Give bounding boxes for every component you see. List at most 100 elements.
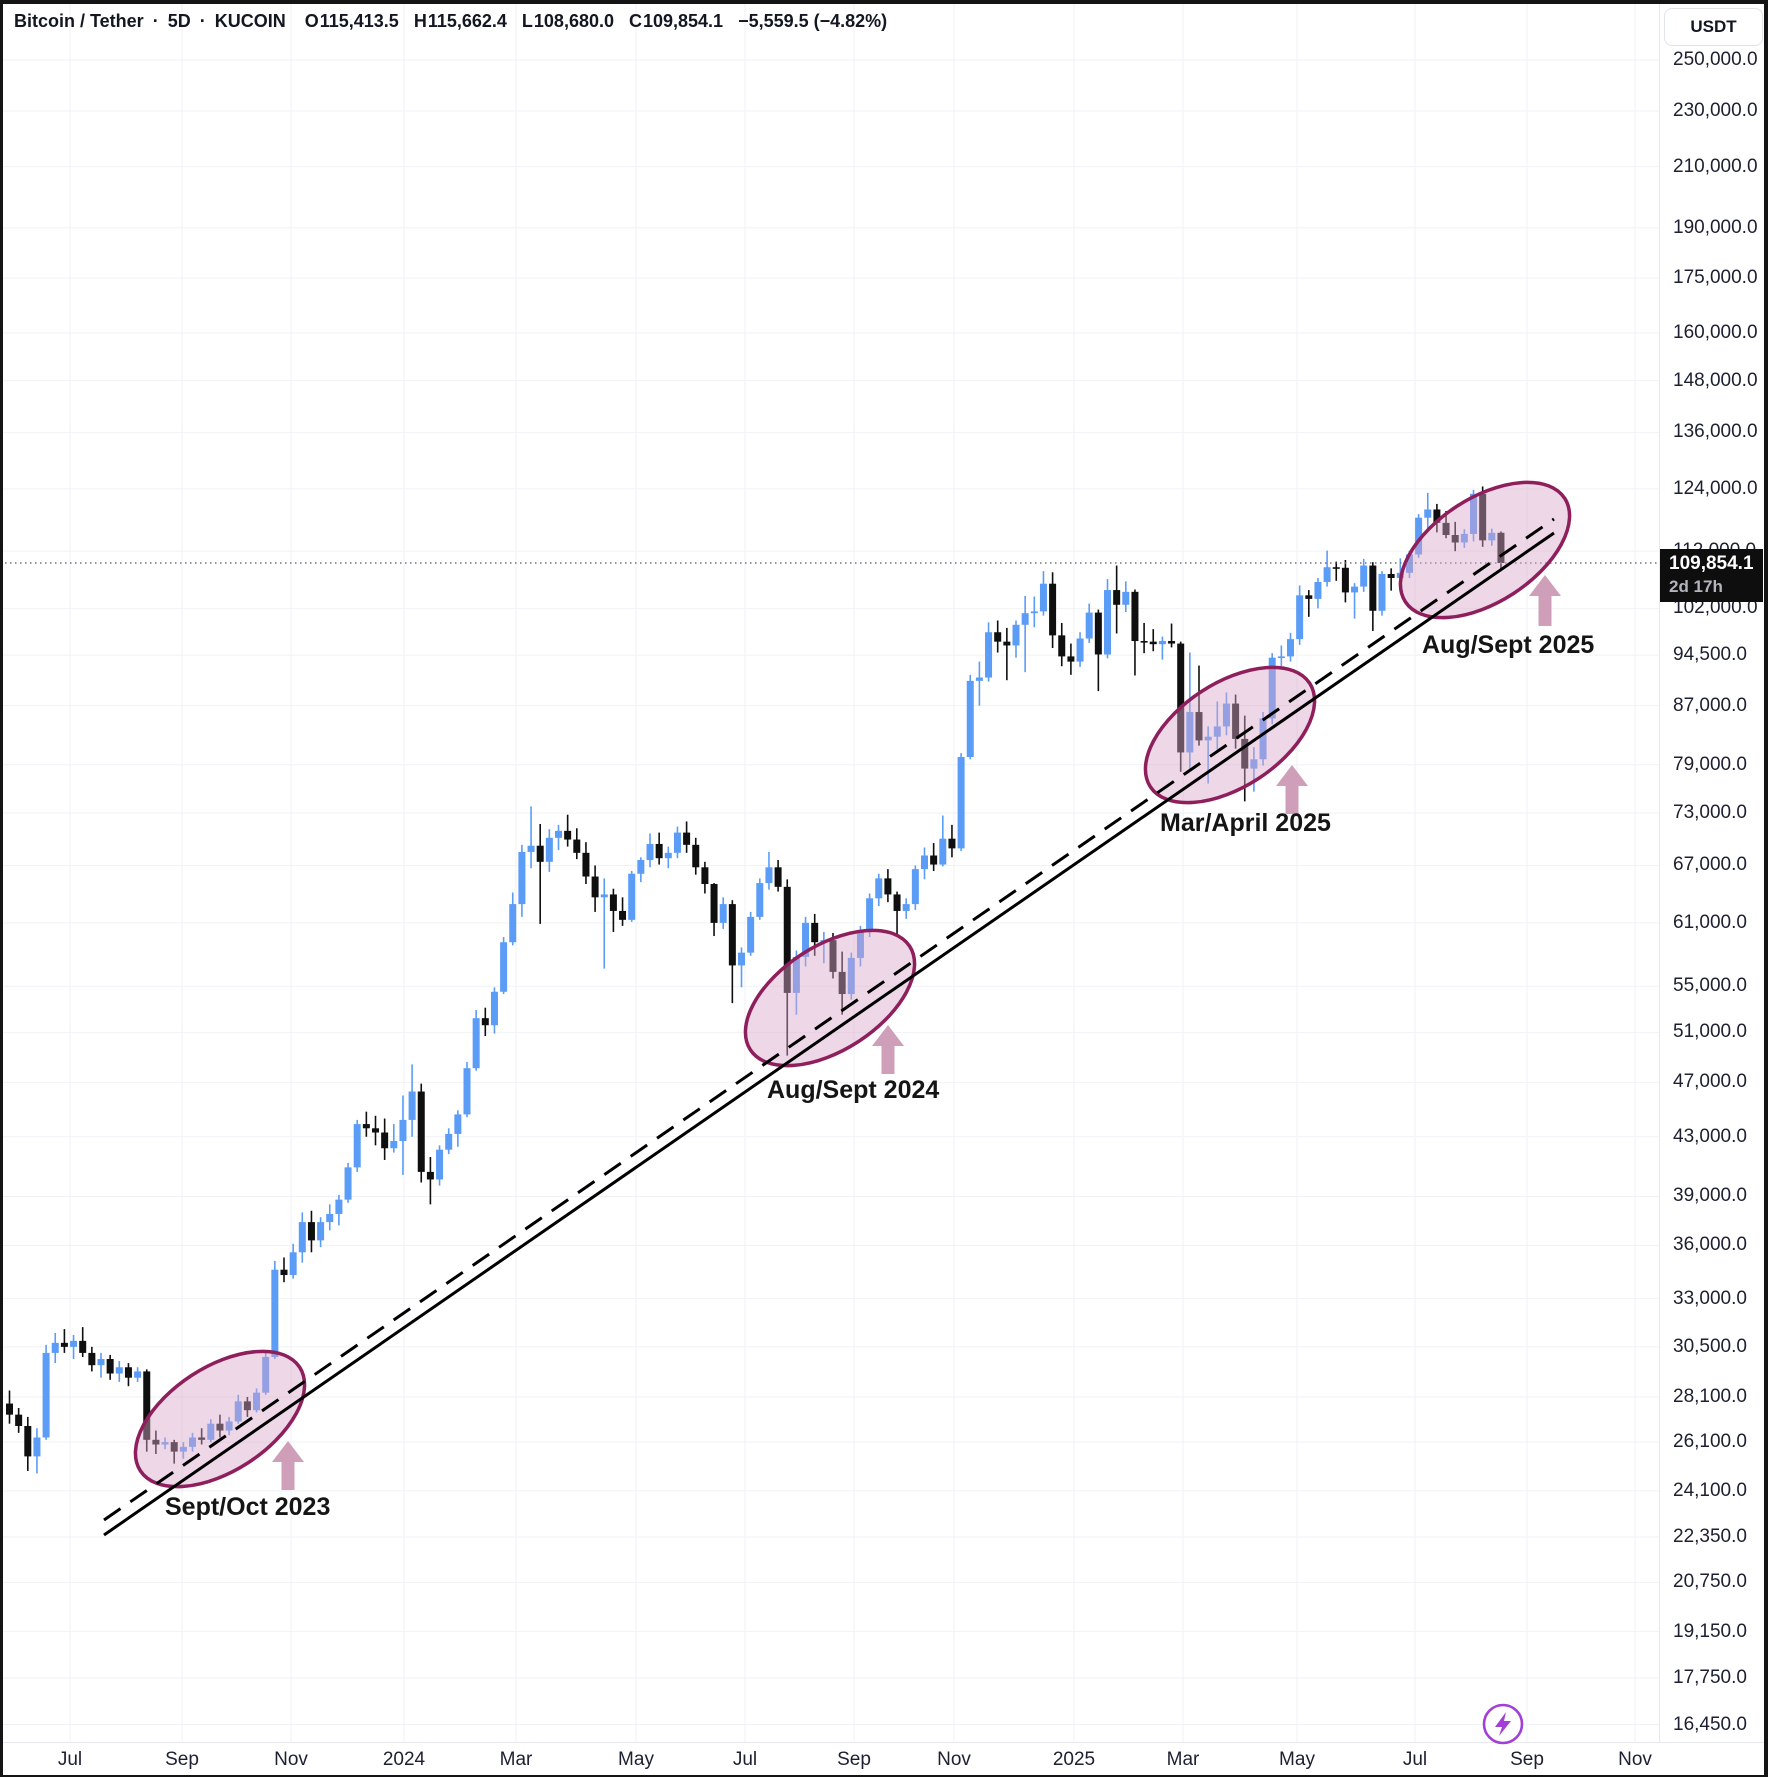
- candle-down: [884, 878, 892, 895]
- candle-down: [1049, 583, 1057, 636]
- interval-label[interactable]: 5D: [167, 11, 191, 31]
- candle-down: [426, 1171, 434, 1180]
- candle-up: [1104, 590, 1111, 655]
- time-tick-label: Nov: [1618, 1748, 1652, 1770]
- candle-down: [1332, 567, 1340, 569]
- price-tick-label: 73,000.0: [1673, 802, 1747, 823]
- candle-up: [985, 632, 993, 678]
- candle-down: [1479, 493, 1487, 541]
- price-tick-label: 51,000.0: [1673, 1021, 1747, 1043]
- candle-up: [326, 1213, 334, 1223]
- candle-up: [1039, 583, 1047, 612]
- candle-down: [170, 1442, 178, 1452]
- lightning-boost-icon[interactable]: [1481, 1702, 1525, 1746]
- candle-down: [1058, 635, 1066, 657]
- candle-up: [234, 1401, 242, 1422]
- candle-down: [280, 1269, 288, 1276]
- candle-down: [152, 1439, 160, 1445]
- candle-up: [353, 1124, 361, 1168]
- candle-up: [317, 1222, 325, 1241]
- candle-up: [225, 1421, 233, 1431]
- candle-down: [829, 940, 837, 972]
- candle-up: [472, 1018, 480, 1069]
- high-field: H 115,662.4: [413, 11, 507, 31]
- candle-down: [1140, 641, 1148, 643]
- candle-up: [454, 1114, 462, 1134]
- low-field: L 108,680.0: [521, 11, 614, 31]
- candle-down: [88, 1352, 96, 1366]
- highlight-ellipse[interactable]: [112, 1324, 328, 1515]
- currency-unit-button[interactable]: USDT: [1664, 8, 1763, 46]
- candle-up: [390, 1141, 398, 1149]
- symbol-header: Bitcoin / Tether · 5D · KUCOIN O 115,413.…: [14, 11, 887, 32]
- price-tick-label: 20,750.0: [1673, 1571, 1747, 1593]
- candle-up: [1085, 612, 1093, 639]
- candle-up: [134, 1371, 142, 1378]
- time-tick-label: May: [618, 1748, 654, 1770]
- annotation-label[interactable]: Aug/Sept 2025: [1422, 631, 1594, 659]
- annotation-arrow[interactable]: [1276, 765, 1308, 814]
- candle-up: [1030, 611, 1038, 614]
- candle-down: [1497, 532, 1505, 564]
- chart-canvas[interactable]: Sept/Oct 2023 Aug/Sept 2024 Mar/April 2025…: [0, 0, 1659, 1742]
- annotation-label[interactable]: Mar/April 2025: [1160, 809, 1331, 837]
- time-tick-label: Jul: [1402, 1748, 1428, 1770]
- annotation-label[interactable]: Sept/Oct 2023: [165, 1493, 330, 1521]
- candle-down: [1442, 522, 1450, 536]
- open-field: O 115,413.5: [304, 11, 399, 31]
- candle-up: [1076, 638, 1084, 662]
- candle-down: [609, 894, 617, 911]
- trend-support-dashed[interactable]: [103, 517, 1555, 1522]
- annotation-arrow[interactable]: [272, 1441, 304, 1490]
- candle-down: [79, 1340, 87, 1353]
- candle-up: [719, 904, 727, 923]
- highlight-ellipse[interactable]: [722, 903, 938, 1094]
- candle-down: [994, 632, 1002, 642]
- price-tick-label: 17,750.0: [1673, 1667, 1747, 1688]
- candle-up: [179, 1446, 187, 1452]
- candle-down: [381, 1132, 389, 1149]
- symbol-name[interactable]: Bitcoin / Tether: [14, 11, 144, 31]
- annotation-label[interactable]: Aug/Sept 2024: [767, 1076, 939, 1104]
- candle-up: [600, 894, 608, 898]
- price-tick-label: 160,000.0: [1673, 321, 1758, 343]
- price-tick-label: 230,000.0: [1673, 100, 1758, 121]
- candle-up: [1277, 656, 1285, 658]
- price-axis[interactable]: 250,000.0 230,000.0 210,000.0 190,000.0 175,…: [1659, 0, 1768, 1742]
- candle-up: [673, 832, 681, 853]
- time-tick-label: Mar: [1166, 1748, 1200, 1770]
- trend-support-solid[interactable]: [103, 531, 1555, 1537]
- candle-up: [500, 942, 508, 992]
- candle-up: [1204, 736, 1212, 741]
- candle-up: [545, 837, 553, 862]
- candle-down: [1241, 738, 1249, 769]
- time-axis[interactable]: Jul Sep Nov 2024 Mar May Jul Sep Nov 2025 Mar May Ju…: [0, 1742, 1768, 1776]
- price-tick-label: 190,000.0: [1673, 216, 1758, 238]
- annotation-arrow[interactable]: [872, 1025, 904, 1074]
- candle-up: [253, 1392, 261, 1411]
- candle-up: [646, 843, 654, 861]
- separator-dot: ·: [199, 11, 206, 31]
- window-edge-bottom: [0, 1775, 1768, 1777]
- candle-down: [811, 922, 819, 943]
- price-tick-label: 36,000.0: [1673, 1234, 1747, 1256]
- time-tick-label: 2025: [1052, 1748, 1096, 1770]
- candle-up: [1021, 613, 1029, 625]
- candle-up: [1268, 657, 1276, 719]
- candle-up: [637, 860, 645, 874]
- candle-down: [307, 1222, 315, 1241]
- candle-up: [1460, 533, 1468, 543]
- candle-up: [1259, 718, 1267, 760]
- price-tick-label: 136,000.0: [1673, 421, 1758, 443]
- candle-up: [271, 1269, 279, 1357]
- candle-up: [289, 1252, 297, 1276]
- candle-down: [930, 855, 938, 865]
- candle-down: [774, 867, 782, 887]
- annotation-arrow[interactable]: [1529, 575, 1561, 626]
- highlight-ellipse[interactable]: [1377, 455, 1593, 646]
- candle-up: [1012, 624, 1020, 646]
- candle-up: [1351, 586, 1359, 593]
- price-tick-label: 26,100.0: [1673, 1431, 1747, 1453]
- price-tick-label: 175,000.0: [1673, 267, 1758, 289]
- highlight-ellipse[interactable]: [1122, 640, 1338, 831]
